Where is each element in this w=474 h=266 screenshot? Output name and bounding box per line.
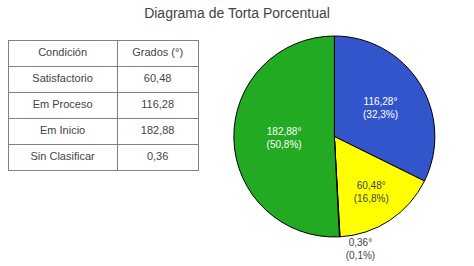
svg-text:0,36: 0,36: [147, 150, 168, 162]
svg-text:Em Inicio: Em Inicio: [40, 124, 85, 136]
svg-text:Diagrama de Torta Porcentual: Diagrama de Torta Porcentual: [144, 5, 330, 21]
svg-text:Sin Clasificar: Sin Clasificar: [31, 150, 96, 162]
svg-text:182,88°(50,8%): 182,88°(50,8%): [267, 126, 302, 150]
svg-text:Satisfactorio: Satisfactorio: [32, 72, 93, 84]
svg-text:0,36°(0,1%): 0,36°(0,1%): [346, 237, 375, 261]
svg-text:116,28°(32,3%): 116,28°(32,3%): [363, 96, 398, 120]
svg-text:Grados (°): Grados (°): [132, 46, 183, 58]
svg-text:Em Proceso: Em Proceso: [33, 98, 93, 110]
svg-text:182,88: 182,88: [141, 124, 175, 136]
svg-text:116,28: 116,28: [141, 98, 174, 110]
svg-text:Condición: Condición: [38, 46, 87, 58]
svg-text:60,48°(16,8%): 60,48°(16,8%): [354, 180, 389, 204]
svg-text:60,48: 60,48: [144, 72, 172, 84]
